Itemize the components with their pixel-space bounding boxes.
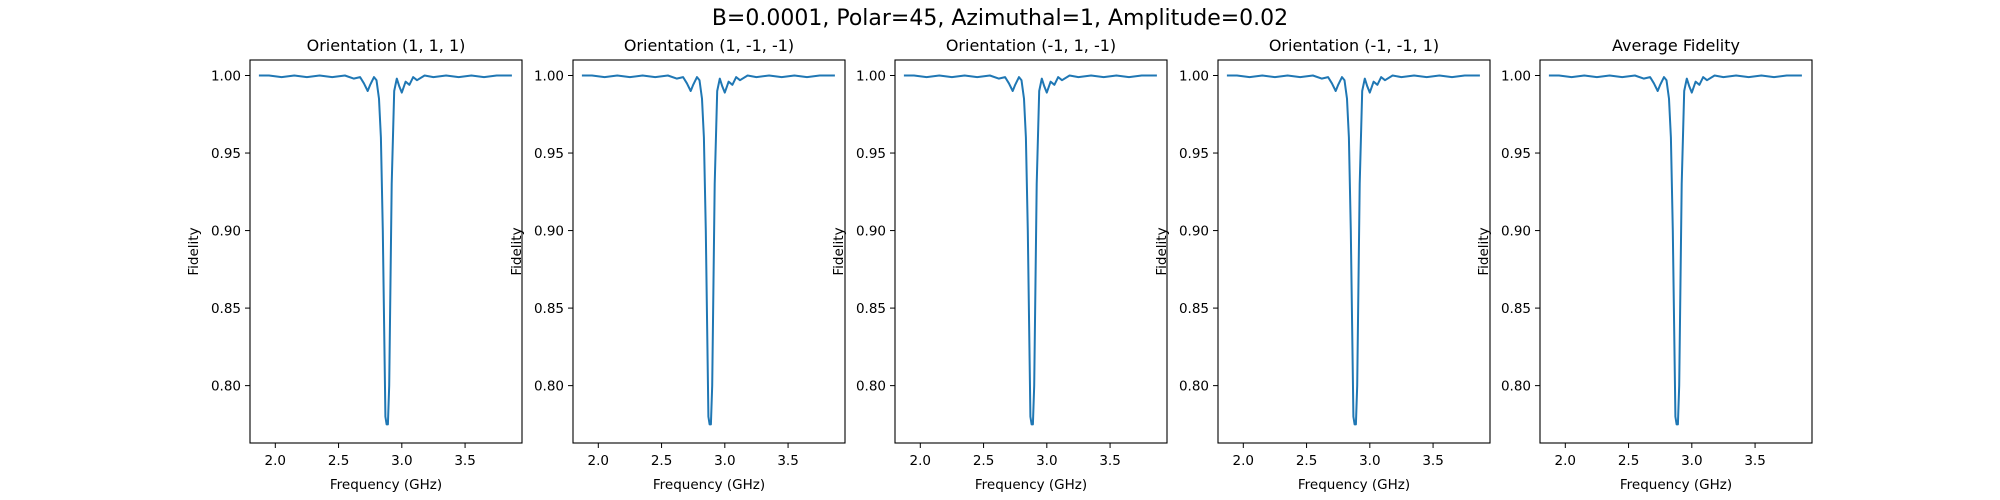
y-tick-label: 1.00 (534, 69, 564, 85)
x-axis-label: Frequency (GHz) (975, 477, 1087, 493)
x-tick-label: 2.5 (1296, 453, 1317, 469)
x-tick-label: 2.0 (588, 453, 609, 469)
y-tick-label: 1.00 (856, 69, 886, 85)
y-tick-label: 0.80 (856, 379, 886, 395)
x-tick-label: 3.0 (1036, 453, 1057, 469)
x-tick-label: 2.5 (328, 453, 349, 469)
axes-frame-2 (572, 59, 846, 444)
x-tick-label: 3.5 (777, 453, 798, 469)
panel-title: Orientation (-1, 1, -1) (946, 36, 1116, 55)
x-tick-label: 2.0 (1555, 453, 1576, 469)
axes-frame-4 (1217, 59, 1491, 444)
axes-frame-5 (1539, 59, 1813, 444)
x-tick-label: 2.5 (1618, 453, 1639, 469)
x-tick-label: 2.0 (910, 453, 931, 469)
x-tick-label: 3.5 (1422, 453, 1443, 469)
y-tick-label: 0.95 (211, 146, 241, 162)
fidelity-line-2 (581, 74, 835, 426)
x-tick-label: 2.5 (651, 453, 672, 469)
y-tick-label: 1.00 (1501, 69, 1531, 85)
axes-frame-1 (249, 59, 523, 444)
axes-frame-3 (894, 59, 1168, 444)
fidelity-line-3 (903, 74, 1157, 426)
fidelity-line-5 (1548, 74, 1802, 426)
y-tick-label: 0.90 (1501, 224, 1531, 240)
x-tick-label: 3.0 (1681, 453, 1702, 469)
y-tick-label: 0.85 (1501, 301, 1531, 317)
x-tick-label: 3.0 (714, 453, 735, 469)
y-tick-label: 0.90 (1179, 224, 1209, 240)
y-tick-label: 0.80 (1179, 379, 1209, 395)
y-tick-label: 0.80 (211, 379, 241, 395)
y-axis-label: Fidelity (1476, 227, 1492, 275)
y-tick-label: 0.90 (856, 224, 886, 240)
x-axis-label: Frequency (GHz) (1298, 477, 1410, 493)
x-axis-label: Frequency (GHz) (1620, 477, 1732, 493)
y-tick-label: 0.80 (534, 379, 564, 395)
y-tick-label: 0.95 (1179, 146, 1209, 162)
y-axis-label: Fidelity (1154, 227, 1170, 275)
x-tick-label: 3.5 (1099, 453, 1120, 469)
fidelity-line-4 (1226, 74, 1480, 426)
panel-title: Orientation (1, 1, 1) (307, 36, 466, 55)
y-tick-label: 0.90 (534, 224, 564, 240)
y-tick-label: 0.85 (1179, 301, 1209, 317)
x-tick-label: 2.0 (265, 453, 286, 469)
x-tick-label: 3.5 (454, 453, 475, 469)
x-tick-label: 2.5 (973, 453, 994, 469)
y-tick-label: 0.95 (856, 146, 886, 162)
fidelity-line-1 (258, 74, 512, 426)
x-axis-label: Frequency (GHz) (653, 477, 765, 493)
y-tick-label: 0.95 (534, 146, 564, 162)
x-tick-label: 2.0 (1233, 453, 1254, 469)
y-axis-label: Fidelity (831, 227, 847, 275)
y-tick-label: 0.80 (1501, 379, 1531, 395)
x-axis-label: Frequency (GHz) (330, 477, 442, 493)
y-tick-label: 0.85 (211, 301, 241, 317)
y-tick-label: 1.00 (1179, 69, 1209, 85)
y-tick-label: 0.90 (211, 224, 241, 240)
figure-suptitle: B=0.0001, Polar=45, Azimuthal=1, Amplitu… (711, 6, 1289, 31)
panel-title: Orientation (1, -1, -1) (624, 36, 794, 55)
panel-title: Orientation (-1, -1, 1) (1269, 36, 1439, 55)
y-tick-label: 0.95 (1501, 146, 1531, 162)
y-axis-label: Fidelity (186, 227, 202, 275)
x-tick-label: 3.0 (391, 453, 412, 469)
y-tick-label: 0.85 (856, 301, 886, 317)
panel-title: Average Fidelity (1612, 36, 1740, 55)
y-tick-label: 0.85 (534, 301, 564, 317)
x-tick-label: 3.0 (1359, 453, 1380, 469)
y-tick-label: 1.00 (211, 69, 241, 85)
x-tick-label: 3.5 (1744, 453, 1765, 469)
y-axis-label: Fidelity (509, 227, 525, 275)
